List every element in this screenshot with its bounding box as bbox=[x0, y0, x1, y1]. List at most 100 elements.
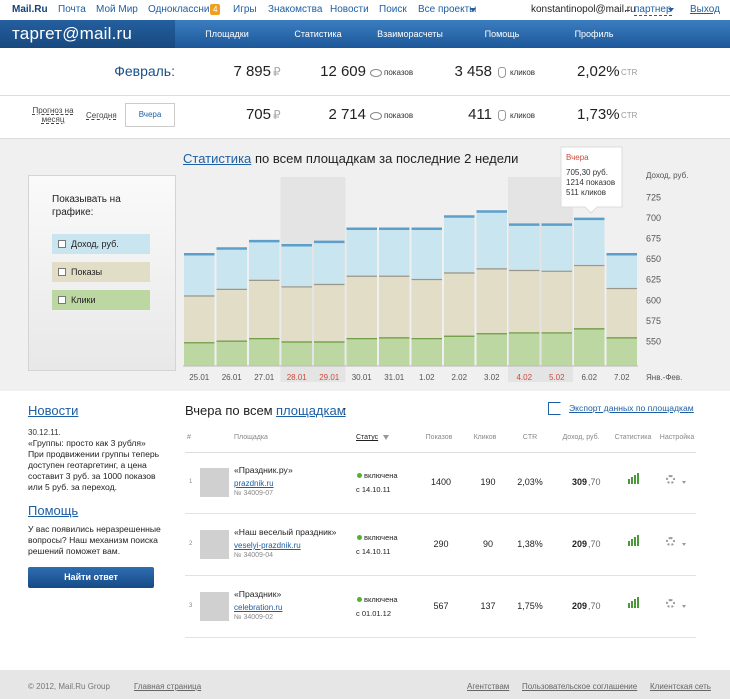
tab-yesterday[interactable]: Вчера bbox=[125, 103, 175, 127]
help-text: У вас появились неразрешенные вопросы? Н… bbox=[28, 524, 161, 556]
site-name: «Праздник» bbox=[234, 589, 282, 599]
ctr-cell: 1,75% bbox=[517, 601, 543, 611]
header-menu-item[interactable]: Помощь bbox=[484, 29, 520, 39]
header-menu-item[interactable]: Площадки bbox=[205, 29, 249, 39]
header-menu-item[interactable]: Статистика bbox=[294, 29, 342, 39]
legend-item[interactable] bbox=[52, 234, 150, 254]
settings-arrow[interactable] bbox=[682, 605, 686, 608]
ctr-value: 1,73% bbox=[577, 106, 620, 123]
shows-unit: показов bbox=[384, 111, 414, 120]
logo[interactable]: таргет@mail.ru bbox=[12, 24, 133, 43]
stats-icon-bar[interactable] bbox=[637, 597, 639, 608]
shows-cell: 290 bbox=[433, 539, 449, 549]
user-role[interactable]: партнер bbox=[634, 4, 672, 16]
column-header: Показов bbox=[425, 434, 453, 441]
nav-link[interactable]: Mail.Ru bbox=[12, 4, 48, 15]
user-email: konstantinopol@mail.ru bbox=[531, 4, 636, 15]
stats-icon-bar[interactable] bbox=[631, 539, 633, 546]
legend-checkbox[interactable] bbox=[58, 296, 66, 304]
header-menu-item[interactable]: Профиль bbox=[574, 29, 614, 39]
legend-checkbox[interactable] bbox=[58, 240, 66, 248]
settings-arrow[interactable] bbox=[682, 543, 686, 546]
help-button[interactable]: Найти ответ bbox=[28, 567, 154, 588]
clicks-unit: кликов bbox=[510, 68, 536, 77]
legend-label: Доход, руб. bbox=[71, 239, 119, 249]
nav-link[interactable]: Знакомства bbox=[268, 4, 323, 15]
stats-icon-bar[interactable] bbox=[631, 477, 633, 484]
site-url[interactable]: prazdnik.ru bbox=[234, 479, 274, 488]
news-title[interactable]: Новости bbox=[28, 403, 79, 418]
help-title[interactable]: Помощь bbox=[28, 503, 79, 518]
status-dot bbox=[357, 473, 362, 478]
tab-forecast[interactable]: Прогноз на месяц bbox=[32, 106, 74, 124]
row-divider bbox=[0, 95, 730, 96]
clicks-icon bbox=[498, 67, 506, 78]
logout-link[interactable]: Выход bbox=[690, 4, 720, 15]
footer-link[interactable]: Клиентская сеть bbox=[650, 682, 711, 691]
filter-icon[interactable] bbox=[383, 435, 389, 440]
shows-value: 2 714 bbox=[328, 106, 366, 123]
legend-title: Показывать на графике: bbox=[52, 194, 121, 218]
shows-cell: 1400 bbox=[430, 477, 452, 487]
site-url[interactable]: veselyi-prazdnik.ru bbox=[234, 541, 301, 550]
nav-link[interactable]: Все проекты bbox=[418, 4, 477, 15]
income-cell: 209 bbox=[571, 539, 587, 549]
footer-link[interactable]: Главная страница bbox=[134, 682, 202, 691]
stats-icon-bar[interactable] bbox=[634, 475, 636, 484]
site-thumbnail bbox=[200, 468, 229, 497]
legend-item[interactable] bbox=[52, 290, 150, 310]
nav-link[interactable]: Почта bbox=[58, 4, 86, 15]
stats-icon-bar[interactable] bbox=[631, 601, 633, 608]
column-header: Кликов bbox=[473, 434, 497, 441]
settings-arrow[interactable] bbox=[682, 481, 686, 484]
nav-link[interactable]: Игры bbox=[233, 4, 257, 15]
nav-link[interactable]: Одноклассники bbox=[148, 4, 220, 15]
clicks-cell: 90 bbox=[482, 539, 493, 549]
settings-icon[interactable] bbox=[666, 537, 675, 546]
footer-link[interactable]: Пользовательское соглашение bbox=[522, 682, 638, 691]
table-title-link[interactable]: площадкам bbox=[276, 403, 346, 418]
site-id: № 34009-04 bbox=[234, 552, 274, 559]
site-url[interactable]: celebration.ru bbox=[234, 603, 283, 612]
status-dot bbox=[357, 535, 362, 540]
column-header[interactable]: Статус bbox=[356, 434, 379, 441]
nav-link[interactable]: Мой Мир bbox=[96, 4, 138, 15]
row-divider bbox=[185, 575, 696, 576]
views-icon bbox=[370, 69, 382, 77]
site-thumbnail bbox=[200, 530, 229, 559]
stats-icon-bar[interactable] bbox=[628, 541, 630, 546]
nav-link[interactable]: Новости bbox=[330, 4, 369, 15]
site-thumbnail bbox=[200, 592, 229, 621]
tab-today[interactable]: Сегодня bbox=[86, 111, 117, 120]
status-text: включена bbox=[364, 533, 398, 542]
dropdown-arrow bbox=[470, 8, 476, 12]
clicks-value: 3 458 bbox=[454, 63, 492, 80]
copyright: © 2012, Mail.Ru Group bbox=[28, 682, 110, 691]
footer-link[interactable]: Агентствам bbox=[467, 682, 510, 691]
header-menu-item[interactable]: Взаиморасчеты bbox=[377, 29, 443, 39]
legend-checkbox[interactable] bbox=[58, 268, 66, 276]
column-header: CTR bbox=[522, 434, 538, 441]
ctr-unit: CTR bbox=[621, 68, 638, 77]
legend-item[interactable] bbox=[52, 262, 150, 282]
stats-icon-bar[interactable] bbox=[637, 535, 639, 546]
news-date: 30.12.11. bbox=[28, 428, 61, 437]
nav-link[interactable]: Поиск bbox=[379, 4, 407, 15]
footer-bar bbox=[0, 670, 730, 699]
stats-icon-bar[interactable] bbox=[628, 603, 630, 608]
status-dot bbox=[357, 597, 362, 602]
settings-icon[interactable] bbox=[666, 475, 675, 484]
shows-value: 12 609 bbox=[320, 63, 366, 80]
export-link[interactable]: Экспорт данных по площадкам bbox=[569, 403, 694, 413]
site-id: № 34009-02 bbox=[234, 614, 274, 621]
chart-title-link[interactable]: Статистика bbox=[183, 151, 252, 166]
stats-icon-bar[interactable] bbox=[634, 599, 636, 608]
settings-icon[interactable] bbox=[666, 599, 675, 608]
income-value: 7 895 bbox=[233, 63, 271, 80]
stats-icon-bar[interactable] bbox=[637, 473, 639, 484]
export-icon[interactable] bbox=[548, 402, 561, 415]
stats-icon-bar[interactable] bbox=[628, 479, 630, 484]
news-text: «Группы: просто как 3 рубля» При продвиж… bbox=[28, 438, 160, 492]
stats-icon-bar[interactable] bbox=[634, 537, 636, 546]
